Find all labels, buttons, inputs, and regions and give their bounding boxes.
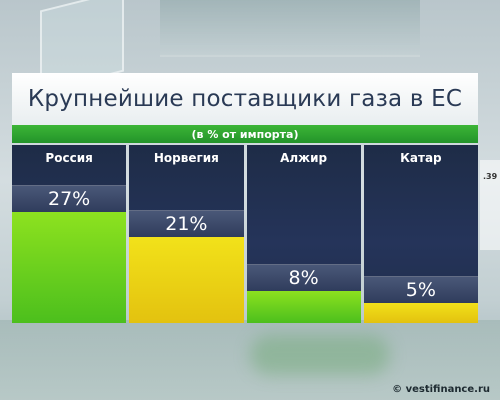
- subtitle-bar: (в % от импорта): [12, 125, 478, 143]
- chart-subtitle: (в % от импорта): [191, 127, 299, 141]
- plot-area: Россия 27% Норвегия 21% Алжир 8% Катар 5%: [12, 145, 478, 323]
- bar: [363, 302, 478, 323]
- watermark: © vestifinance.ru: [392, 384, 490, 395]
- chart-panel: Крупнейшие поставщики газа в ЕС (в % от …: [12, 73, 478, 323]
- chart-title: Крупнейшие поставщики газа в ЕС: [27, 86, 463, 112]
- background-glow: [250, 335, 390, 375]
- bar: [12, 211, 127, 323]
- category-label: Алжир: [280, 151, 328, 165]
- category-label: Норвегия: [153, 151, 219, 165]
- data-label: 5%: [363, 276, 478, 303]
- data-label: 27%: [12, 185, 127, 212]
- background-screen-text: .39: [483, 172, 498, 181]
- data-label: 8%: [246, 264, 361, 291]
- title-bar: Крупнейшие поставщики газа в ЕС: [12, 73, 478, 125]
- bar: [246, 290, 361, 323]
- background-shape: [160, 0, 420, 57]
- bar: [129, 236, 244, 323]
- category-label: Россия: [45, 151, 93, 165]
- data-label: 21%: [129, 210, 244, 237]
- category-label: Катар: [400, 151, 442, 165]
